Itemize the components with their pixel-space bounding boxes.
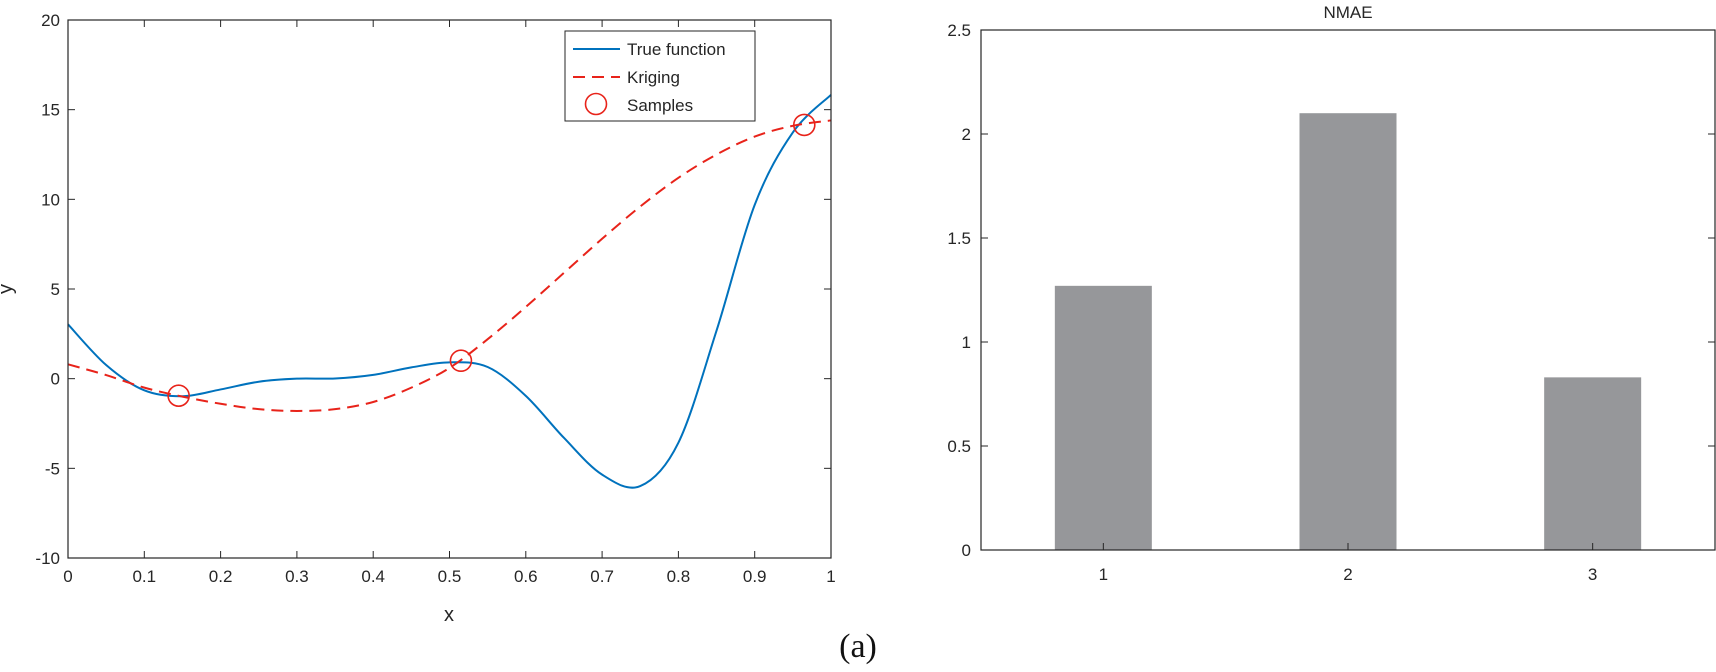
x-tick-label: 0.8 — [667, 567, 691, 586]
line-chart-axes-frame — [67, 19, 832, 559]
x-tick-label: 0.3 — [285, 567, 309, 586]
line-chart: 0 0.1 0.2 0.3 0.4 0.5 0.6 0.7 0.8 0.9 1 -10 -5 0 5 10 15… — [0, 11, 836, 626]
x-tick-label: 0.5 — [438, 567, 462, 586]
line-chart-ticks: 0 0.1 0.2 0.3 0.4 0.5 0.6 0.7 0.8 0.9 1 -10 -5 0 5 10 15… — [35, 11, 835, 586]
bar-y-tick-label: 0 — [962, 541, 971, 560]
legend-label-samples: Samples — [627, 96, 693, 115]
bar-y-tick-label: 2.5 — [947, 21, 971, 40]
bar-3 — [1544, 377, 1642, 550]
x-tick-label: 0.9 — [743, 567, 767, 586]
line-chart-legend: True function Kriging Samples — [564, 30, 756, 122]
bar-y-tick-label: 1.5 — [947, 229, 971, 248]
y-tick-label: -5 — [45, 459, 60, 478]
bar-chart-title: NMAE — [1323, 3, 1372, 22]
bar-chart-axes-frame — [980, 29, 1716, 551]
y-tick-label: -10 — [35, 549, 60, 568]
legend-label-true-function: True function — [627, 40, 726, 59]
bar-2 — [1299, 113, 1397, 550]
bar-chart: 1 2 3 0 0.5 1 1.5 2 2.5 NMAE — [947, 3, 1716, 584]
y-tick-label: 0 — [51, 370, 60, 389]
x-tick-label: 0 — [63, 567, 72, 586]
y-tick-label: 10 — [41, 190, 60, 209]
kriging-series-line — [67, 119, 832, 412]
bar-y-tick-label: 1 — [962, 333, 971, 352]
line-chart-ylabel: y — [0, 284, 17, 294]
y-tick-label: 20 — [41, 11, 60, 30]
legend-swatch-samples — [584, 92, 608, 116]
legend-label-kriging: Kriging — [627, 68, 680, 87]
bar-y-tick-label: 0.5 — [947, 437, 971, 456]
x-tick-label: 0.1 — [132, 567, 156, 586]
x-tick-label: 0.6 — [514, 567, 538, 586]
x-tick-label: 0.2 — [209, 567, 233, 586]
x-tick-label: 1 — [826, 567, 835, 586]
bar-y-tick-label: 2 — [962, 125, 971, 144]
line-chart-series — [67, 94, 832, 489]
line-chart-xlabel: x — [444, 604, 454, 626]
y-tick-label: 15 — [41, 101, 60, 120]
bar-1 — [1054, 285, 1152, 550]
x-tick-label: 0.4 — [361, 567, 385, 586]
bar-chart-bars — [1054, 113, 1642, 550]
bar-chart-ticks: 1 2 3 0 0.5 1 1.5 2 2.5 — [947, 21, 1715, 584]
bar-x-tick-label: 1 — [1099, 565, 1108, 584]
sample-point-marker — [792, 113, 816, 137]
sample-point-marker — [167, 384, 190, 408]
x-tick-label: 0.7 — [590, 567, 614, 586]
true-function-series-line — [67, 94, 832, 489]
sample-point-marker — [449, 349, 473, 373]
bar-x-tick-label: 3 — [1588, 565, 1597, 584]
bar-x-tick-label: 2 — [1343, 565, 1352, 584]
y-tick-label: 5 — [51, 280, 60, 299]
figure-caption: (a) — [839, 628, 877, 665]
